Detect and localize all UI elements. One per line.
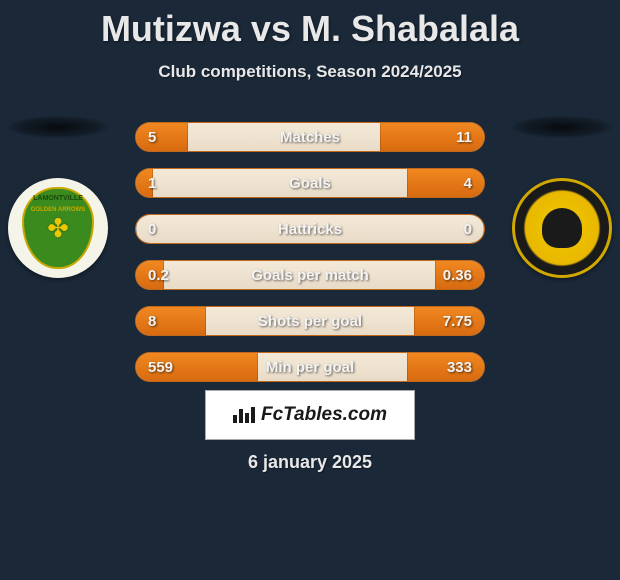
player-right-column bbox=[512, 110, 612, 278]
stat-value-right: 11 bbox=[456, 123, 472, 152]
stat-row: 0.2Goals per match0.36 bbox=[135, 260, 485, 290]
date-text: 6 january 2025 bbox=[0, 452, 620, 473]
bars-icon bbox=[233, 407, 255, 423]
stat-label: Goals per match bbox=[136, 261, 484, 290]
stat-row: 559Min per goal333 bbox=[135, 352, 485, 382]
stat-label: Shots per goal bbox=[136, 307, 484, 336]
club-badge-right bbox=[512, 178, 612, 278]
badge-text: LAMONTVILLE bbox=[24, 195, 92, 202]
branding-text: FcTables.com bbox=[261, 404, 387, 426]
badge-text: GOLDEN ARROWS bbox=[24, 207, 92, 213]
stats-bars: 5Matches11 1Goals4 0Hattricks0 0.2Goals per… bbox=[135, 122, 485, 398]
stat-row: 1Goals4 bbox=[135, 168, 485, 198]
stat-row: 0Hattricks0 bbox=[135, 214, 485, 244]
shadow-icon bbox=[8, 116, 108, 138]
stat-row: 8Shots per goal7.75 bbox=[135, 306, 485, 336]
stat-value-right: 333 bbox=[447, 353, 472, 382]
page-title: Mutizwa vs M. Shabalala bbox=[0, 0, 620, 50]
player-left-column: LAMONTVILLE GOLDEN ARROWS ✤ bbox=[8, 110, 108, 278]
stat-row: 5Matches11 bbox=[135, 122, 485, 152]
stat-label: Min per goal bbox=[136, 353, 484, 382]
stat-value-right: 7.75 bbox=[443, 307, 472, 336]
shadow-icon bbox=[512, 116, 612, 138]
stat-label: Goals bbox=[136, 169, 484, 198]
arrows-icon: ✤ bbox=[47, 215, 69, 241]
fctables-watermark: FcTables.com bbox=[205, 390, 415, 440]
stat-label: Matches bbox=[136, 123, 484, 152]
chief-head-icon bbox=[542, 208, 582, 248]
club-badge-left: LAMONTVILLE GOLDEN ARROWS ✤ bbox=[8, 178, 108, 278]
stat-label: Hattricks bbox=[136, 215, 484, 244]
stat-value-right: 4 bbox=[464, 169, 472, 198]
stat-value-right: 0.36 bbox=[443, 261, 472, 290]
subtitle: Club competitions, Season 2024/2025 bbox=[0, 62, 620, 82]
stat-value-right: 0 bbox=[464, 215, 472, 244]
